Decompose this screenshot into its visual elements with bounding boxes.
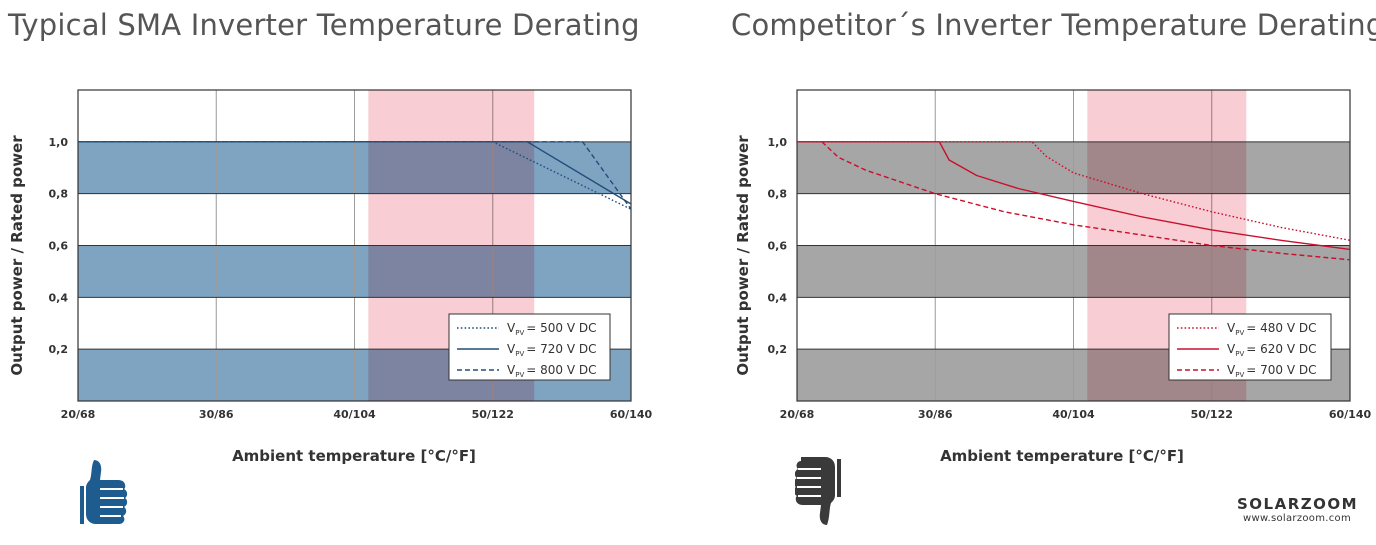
legend-box [448,313,611,381]
logo-name: SOLARZOOM [1237,495,1359,513]
legend-label: VPV = 620 V DC [1227,342,1316,358]
x-tick-label: 40/104 [333,408,376,421]
y-tick-label: 0,6 [49,240,69,253]
series-line-dashed [78,141,632,210]
x-tick-label: 60/140 [610,408,653,421]
x-tick-label: 20/68 [780,408,815,421]
y-tick-label: 1,0 [49,136,69,149]
chart-title-competitor: Competitor´s Inverter Temperature Derati… [731,8,1376,42]
chart-title-sma: Typical SMA Inverter Temperature Deratin… [8,8,640,42]
series-line-dashed [821,141,1351,261]
y-axis-title: Output power / Rated power [734,135,752,376]
competitor-derating-chart: 0,2 0,4 0,6 0,8 1,0 20/68 30/86 40/104 50/122 60/… [734,89,1372,465]
x-axis-title: Ambient temperature [°C/°F] [232,447,476,465]
x-axis-title: Ambient temperature [°C/°F] [940,447,1184,465]
y-tick-label: 1,0 [768,136,788,149]
y-tick-label: 0,2 [49,343,69,356]
solarzoom-logo: SOLARZOOM www.solarzoom.com [1237,495,1357,524]
y-tick-label: 0,8 [768,188,788,201]
legend-label: VPV = 480 V DC [1227,321,1316,337]
logo-url: www.solarzoom.com [1242,513,1351,524]
thumbs-up-icon [80,460,128,524]
x-tick-label: 30/86 [918,408,953,421]
x-tick-label: 20/68 [61,408,96,421]
thumbs-down-icon [795,457,841,525]
series-line-solid [797,141,1351,251]
x-tick-label: 50/122 [1191,408,1233,421]
x-tick-label: 50/122 [472,408,514,421]
legend-label: VPV = 700 V DC [1227,363,1316,379]
legend-label: VPV = 500 V DC [507,321,596,337]
y-tick-label: 0,4 [49,291,69,304]
plot-frame [796,89,1351,402]
x-tick-label: 30/86 [199,408,234,421]
y-tick-label: 0,8 [49,188,69,201]
legend-box [1168,313,1332,381]
sma-derating-chart: 0,2 0,4 0,6 0,8 1,0 20/68 30/86 40/104 50/122 60/… [8,89,653,465]
x-tick-label: 60/140 [1329,408,1372,421]
y-axis-title: Output power / Rated power [8,135,26,376]
legend-label: VPV = 800 V DC [507,363,596,379]
y-tick-label: 0,6 [768,240,788,253]
y-tick-label: 0,2 [768,343,788,356]
y-tick-label: 0,4 [768,291,788,304]
series-line-dotted [797,141,1351,241]
x-tick-label: 40/104 [1052,408,1095,421]
legend-label: VPV = 720 V DC [507,342,596,358]
plot-frame [77,89,632,402]
